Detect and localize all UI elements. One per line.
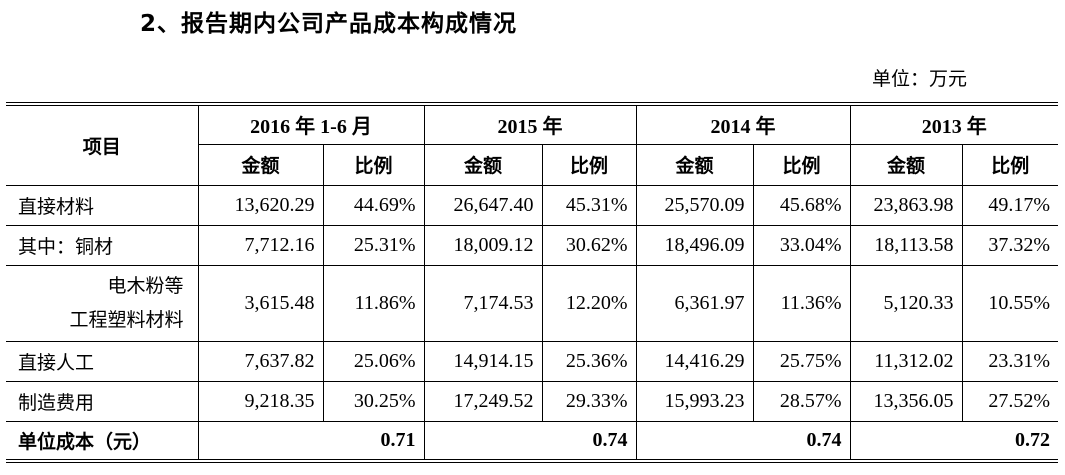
row-label-unit-cost: 单位成本（元）	[6, 420, 199, 462]
page-title: 2、报告期内公司产品成本构成情况	[140, 11, 518, 37]
table-cell: 7,712.16	[197, 224, 324, 266]
table-cell: 13,356.05	[849, 380, 963, 422]
row-label-direct-labor: 直接人工	[6, 340, 199, 382]
table-cell: 25.75%	[752, 340, 851, 382]
unit-label: 单位：万元	[871, 68, 967, 90]
header-amount: 金额	[423, 143, 543, 186]
table-cell: 15,993.23	[635, 380, 754, 422]
table-cell: 13,620.29	[197, 184, 324, 226]
table-cell: 26,647.40	[423, 184, 543, 226]
table-cell: 11.36%	[752, 264, 851, 342]
unit-cost-2013: 0.72	[849, 420, 1059, 462]
table-cell: 23,863.98	[849, 184, 963, 226]
row-label-manufacturing-cost: 制造费用	[6, 380, 199, 422]
header-ratio: 比例	[961, 143, 1059, 186]
row-label-plastics: 电木粉等 工程塑料材料	[6, 264, 199, 342]
row-label-direct-material: 直接材料	[6, 184, 199, 226]
header-item: 项目	[6, 103, 199, 186]
table-cell: 29.33%	[541, 380, 637, 422]
table-cell: 28.57%	[752, 380, 851, 422]
table-cell: 5,120.33	[849, 264, 963, 342]
table-cell: 25.31%	[322, 224, 425, 266]
cost-table: 项目 2016 年 1-6 月 2015 年 2014 年 2013 年 金额 …	[6, 102, 1059, 463]
table-cell: 14,914.15	[423, 340, 543, 382]
table-cell: 49.17%	[961, 184, 1059, 226]
table-cell: 25.06%	[322, 340, 425, 382]
unit-cost-2015: 0.74	[423, 420, 637, 462]
table-cell: 11.86%	[322, 264, 425, 342]
table-cell: 44.69%	[322, 184, 425, 226]
table-cell: 17,249.52	[423, 380, 543, 422]
table-cell: 27.52%	[961, 380, 1059, 422]
table-cell: 37.32%	[961, 224, 1059, 266]
table-cell: 30.62%	[541, 224, 637, 266]
table-cell: 18,496.09	[635, 224, 754, 266]
table-cell: 18,113.58	[849, 224, 963, 266]
table-row: 电木粉等 工程塑料材料 3,615.48 11.86% 7,174.53 12.…	[6, 264, 1059, 342]
table-row: 其中：铜材 7,712.16 25.31% 18,009.12 30.62% 1…	[6, 224, 1059, 266]
row-label-line1: 电木粉等	[107, 275, 184, 297]
table-cell: 25.36%	[541, 340, 637, 382]
header-year-2016h1: 2016 年 1-6 月	[197, 103, 425, 145]
table-row: 直接材料 13,620.29 44.69% 26,647.40 45.31% 2…	[6, 184, 1059, 226]
table-cell: 3,615.48	[197, 264, 324, 342]
header-ratio: 比例	[541, 143, 637, 186]
table-cell: 23.31%	[961, 340, 1059, 382]
table-cell: 25,570.09	[635, 184, 754, 226]
table-row-footer: 单位成本（元） 0.71 0.74 0.74 0.72	[6, 420, 1059, 462]
header-ratio: 比例	[322, 143, 425, 186]
table-cell: 9,218.35	[197, 380, 324, 422]
header-amount: 金额	[849, 143, 963, 186]
row-label-copper: 其中：铜材	[6, 224, 199, 266]
header-year-2015: 2015 年	[423, 103, 637, 145]
table-cell: 14,416.29	[635, 340, 754, 382]
header-amount: 金额	[635, 143, 754, 186]
header-year-2013: 2013 年	[849, 103, 1059, 145]
table-cell: 11,312.02	[849, 340, 963, 382]
header-ratio: 比例	[752, 143, 851, 186]
table-cell: 6,361.97	[635, 264, 754, 342]
table-cell: 12.20%	[541, 264, 637, 342]
table-cell: 33.04%	[752, 224, 851, 266]
unit-cost-2014: 0.74	[635, 420, 851, 462]
table-cell: 7,637.82	[197, 340, 324, 382]
table-cell: 7,174.53	[423, 264, 543, 342]
table-cell: 10.55%	[961, 264, 1059, 342]
table-cell: 18,009.12	[423, 224, 543, 266]
header-year-2014: 2014 年	[635, 103, 851, 145]
table-cell: 30.25%	[322, 380, 425, 422]
table-row: 制造费用 9,218.35 30.25% 17,249.52 29.33% 15…	[6, 380, 1059, 422]
unit-cost-2016h1: 0.71	[197, 420, 425, 462]
table-cell: 45.31%	[541, 184, 637, 226]
row-label-line2: 工程塑料材料	[69, 309, 184, 331]
table-cell: 45.68%	[752, 184, 851, 226]
table-row: 直接人工 7,637.82 25.06% 14,914.15 25.36% 14…	[6, 340, 1059, 382]
header-amount: 金额	[198, 143, 324, 186]
